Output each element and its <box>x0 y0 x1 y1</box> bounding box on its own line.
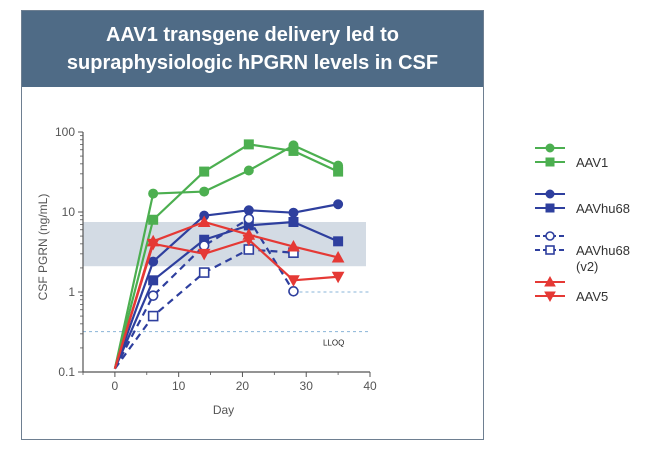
series-layer <box>113 139 345 370</box>
data-point <box>243 205 254 216</box>
data-point <box>242 234 256 247</box>
series-line <box>113 220 339 370</box>
legend-swatch-marker <box>545 203 555 213</box>
chart-title-line-2: supraphysiologic hPGRN levels in CSF <box>66 52 439 74</box>
legend-label: AAVhu68 <box>576 243 630 258</box>
data-point <box>288 145 299 156</box>
data-point <box>287 240 300 252</box>
legend-label: AAVhu68 <box>576 201 630 216</box>
chart-title-line-1: AAV1 transgene delivery led to <box>105 24 400 46</box>
series-line <box>113 203 339 370</box>
x-tick-label: 40 <box>363 379 377 393</box>
legend-swatch-marker <box>545 189 555 199</box>
data-point <box>147 290 159 301</box>
legend-swatch-marker <box>544 291 556 303</box>
x-tick-label: 30 <box>300 379 314 393</box>
data-point <box>148 214 159 225</box>
series-line <box>113 143 339 369</box>
data-point <box>148 275 159 286</box>
legend-label: AAV1 <box>576 155 608 170</box>
data-point <box>198 240 210 251</box>
data-point <box>331 271 345 284</box>
x-tick-label: 20 <box>236 379 250 393</box>
y-tick-label: 100 <box>55 125 75 139</box>
data-point <box>243 139 254 150</box>
series-line <box>113 217 295 370</box>
data-point <box>243 213 255 225</box>
data-point <box>288 286 299 297</box>
x-axis-label: Day <box>213 403 234 417</box>
data-point <box>243 244 255 255</box>
x-tick-label: 0 <box>112 379 119 393</box>
reference-band <box>83 221 366 267</box>
y-tick-label: 1 <box>68 285 75 299</box>
y-axis-label: CSF PGRN (ng/mL) <box>36 194 50 301</box>
y-tick-label: 10 <box>62 205 76 219</box>
data-point <box>333 199 344 210</box>
data-point <box>148 256 159 267</box>
legend-swatch-marker <box>545 245 555 255</box>
data-point <box>287 275 300 287</box>
data-point <box>198 267 210 278</box>
data-point <box>243 165 254 176</box>
data-point <box>333 236 344 247</box>
data-point <box>199 166 210 177</box>
data-point <box>197 248 211 261</box>
axes-layer: 100 10 1 0.1 0 10 20 30 40 Day CSF PGRN (ng/mL) <box>36 125 377 417</box>
data-point <box>199 186 210 197</box>
lloq-label: LLOQ <box>323 339 344 348</box>
series-line <box>113 238 339 370</box>
y-tick-label: 0.1 <box>58 365 75 379</box>
data-point <box>146 238 160 251</box>
legend-label: AAV5 <box>576 289 608 304</box>
legend-swatch-marker <box>545 231 555 241</box>
data-point <box>147 310 159 322</box>
legend-label: (v2) <box>576 259 598 274</box>
data-point <box>148 188 159 199</box>
series-line <box>113 144 339 369</box>
data-point <box>288 216 299 227</box>
legend-swatch-marker <box>545 157 555 167</box>
data-point <box>197 215 211 227</box>
data-point <box>333 166 344 177</box>
legend-swatch-marker <box>544 275 556 287</box>
data-point <box>288 207 299 218</box>
chart-title: AAV1 transgene delivery led to supraphys… <box>22 11 483 87</box>
reference-band-layer: LLOQ <box>83 221 370 348</box>
data-point <box>331 250 345 263</box>
legend-swatch-marker <box>545 143 555 153</box>
x-tick-label: 10 <box>172 379 186 393</box>
